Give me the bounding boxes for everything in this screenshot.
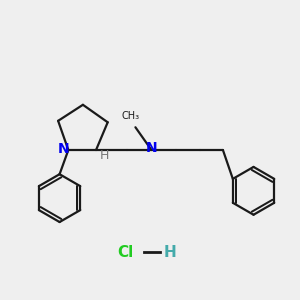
Text: H: H: [164, 244, 176, 260]
Text: CH₃: CH₃: [122, 111, 140, 122]
Text: N: N: [146, 141, 157, 155]
Text: H: H: [100, 149, 109, 162]
Text: N: N: [57, 142, 69, 156]
Text: Cl: Cl: [117, 244, 133, 260]
